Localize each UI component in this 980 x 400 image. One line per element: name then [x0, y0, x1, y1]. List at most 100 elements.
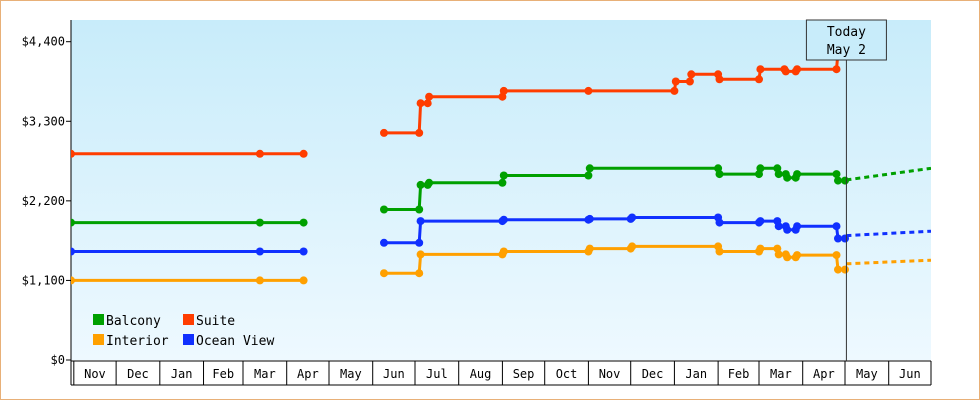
data-point: [756, 244, 765, 253]
legend-swatch: [93, 314, 104, 325]
series-suite: [71, 48, 849, 158]
data-point: [584, 171, 593, 180]
data-point: [499, 247, 508, 256]
data-point: [415, 238, 424, 247]
y-tick-label: $1,100: [22, 273, 65, 287]
series-ocean-view: [71, 213, 931, 256]
legend-swatch: [93, 334, 104, 345]
x-tick-label: Jan: [171, 367, 193, 381]
x-tick-label: Apr: [813, 367, 835, 381]
data-point: [628, 213, 637, 222]
data-point: [71, 218, 75, 227]
data-point: [756, 164, 765, 173]
data-point: [783, 253, 792, 262]
data-point: [715, 218, 724, 227]
data-point: [585, 214, 594, 223]
data-point: [415, 128, 424, 137]
data-point: [255, 149, 264, 158]
today-label: Today: [827, 25, 866, 40]
y-tick-label: $2,200: [22, 194, 65, 208]
today-box: [805, 19, 887, 61]
series-balcony: [71, 164, 931, 227]
data-point: [774, 222, 783, 231]
data-point: [584, 86, 593, 95]
y-axis: $0 $1,100 $2,200 $3,300 $4,400: [22, 20, 72, 385]
series-interior: [71, 242, 931, 285]
data-point: [756, 217, 765, 226]
data-point: [687, 70, 696, 79]
data-point: [425, 178, 434, 187]
data-point: [834, 234, 842, 243]
data-point: [416, 180, 425, 189]
plot-background: [71, 20, 931, 360]
data-point: [585, 164, 594, 173]
today-date: May 2: [827, 43, 866, 58]
data-point: [834, 176, 842, 185]
data-point: [499, 171, 508, 180]
data-point: [628, 242, 637, 251]
data-point: [299, 247, 308, 256]
data-point: [756, 65, 765, 74]
y-tick-label: $4,400: [22, 35, 65, 49]
x-tick-label: Feb: [212, 367, 234, 381]
x-tick-label: Mar: [770, 367, 792, 381]
data-point: [715, 247, 724, 256]
x-axis: Nov Dec Jan Feb Mar Apr May Jun Jul Aug Sep Oct Nov D…: [71, 360, 932, 386]
y-tick-label: $3,300: [22, 114, 65, 128]
data-point: [71, 247, 75, 256]
data-point: [380, 269, 388, 278]
data-point: [781, 67, 790, 76]
data-point: [832, 65, 841, 74]
data-point: [380, 128, 388, 137]
legend-label: Suite: [196, 314, 235, 329]
data-point: [255, 247, 264, 256]
data-point: [832, 222, 841, 231]
data-point: [425, 92, 434, 101]
data-point: [71, 149, 75, 158]
data-point: [793, 65, 802, 74]
data-point: [416, 250, 425, 259]
data-point: [715, 75, 724, 84]
data-point: [793, 251, 802, 260]
data-point: [793, 170, 802, 179]
data-point: [499, 215, 508, 224]
data-point: [416, 217, 425, 226]
x-tick-label: Dec: [127, 367, 149, 381]
data-point: [783, 173, 792, 182]
series-layer: [71, 48, 931, 285]
data-point: [299, 276, 308, 285]
x-tick-label: Nov: [84, 367, 106, 381]
legend: Balcony Suite Interior Ocean View: [93, 314, 274, 349]
x-tick-label: Mar: [254, 367, 276, 381]
data-point: [299, 218, 308, 227]
data-point: [774, 170, 783, 179]
x-tick-label: Jul: [426, 367, 448, 381]
data-point: [755, 75, 763, 84]
data-point: [685, 77, 694, 86]
data-point: [380, 238, 388, 247]
legend-label: Balcony: [106, 314, 161, 329]
data-point: [415, 269, 424, 278]
data-point: [834, 265, 842, 274]
data-point: [498, 178, 507, 187]
x-tick-label: May: [340, 367, 362, 381]
data-point: [774, 250, 783, 259]
data-point: [585, 244, 594, 253]
data-point: [671, 77, 680, 86]
data-point: [71, 276, 75, 285]
x-tick-label: Jun: [383, 367, 405, 381]
y-tick-label: $0: [51, 353, 65, 367]
x-tick-label: Oct: [556, 367, 578, 381]
x-tick-label: Jun: [899, 367, 921, 381]
legend-swatch: [183, 314, 194, 325]
data-point: [380, 205, 388, 214]
x-tick-label: Jan: [685, 367, 707, 381]
data-point: [255, 218, 264, 227]
x-tick-label: Nov: [599, 367, 621, 381]
x-tick-label: Feb: [728, 367, 750, 381]
data-point: [499, 86, 508, 95]
data-point: [832, 170, 841, 179]
x-tick-label: Dec: [642, 367, 664, 381]
x-tick-label: Aug: [470, 367, 492, 381]
